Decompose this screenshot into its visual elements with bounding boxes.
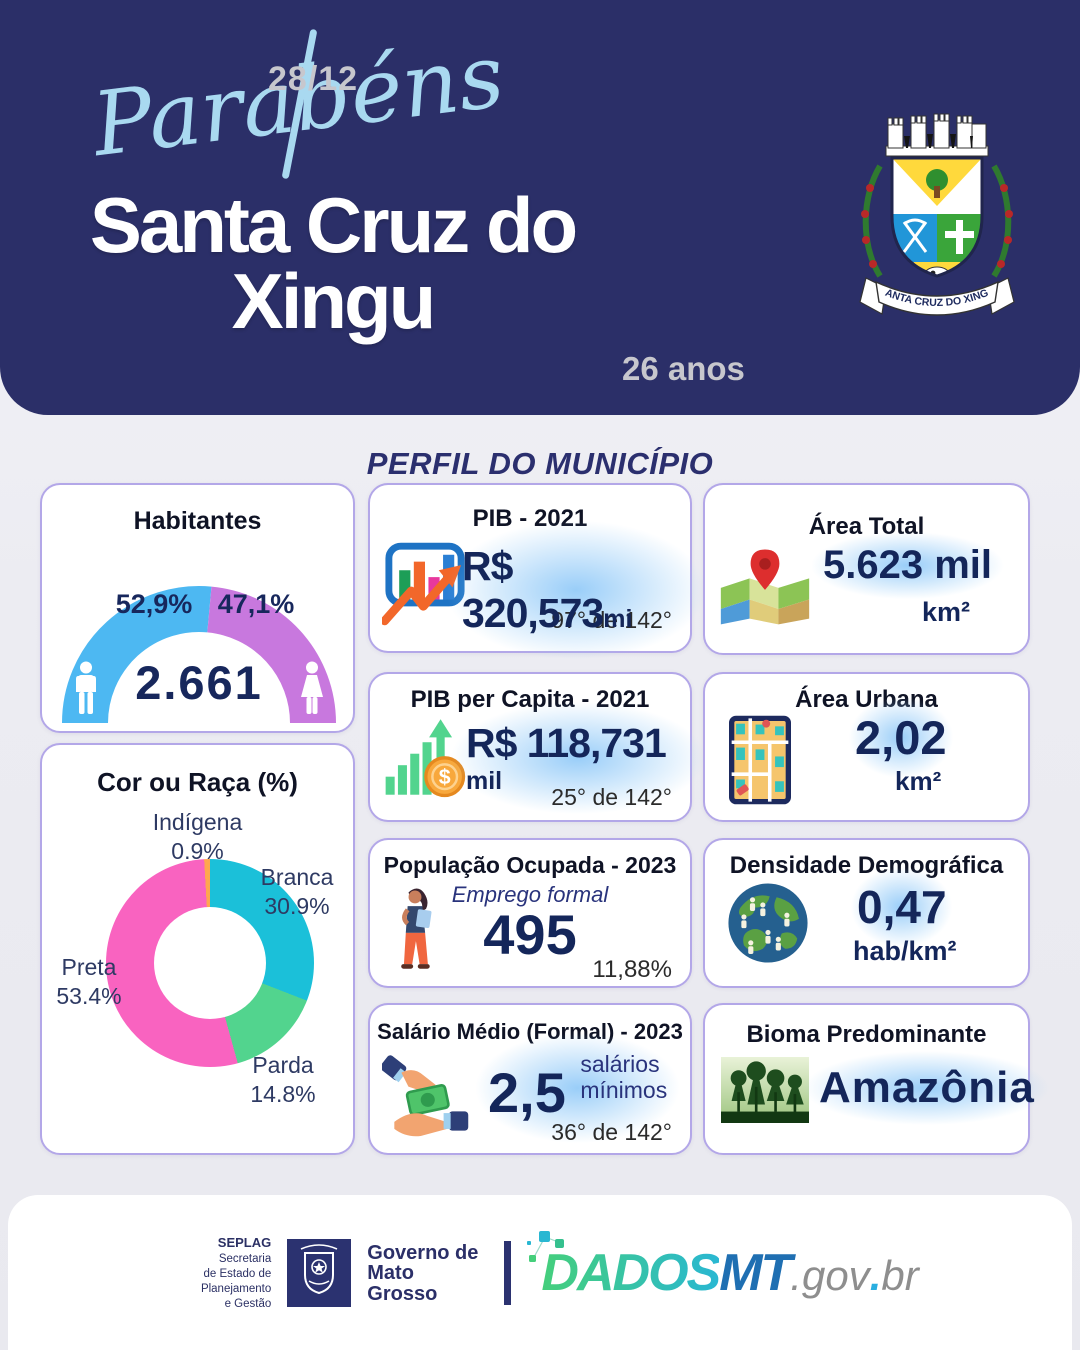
worker-woman-icon: [401, 888, 432, 969]
capita-unit: mil: [466, 767, 503, 795]
bioma-title: Bioma Predominante: [746, 1021, 987, 1048]
card-populacao-ocupada: População Ocupada - 2023 Emprego formal …: [368, 838, 692, 988]
municipality-name: Santa Cruz do Xingu: [5, 186, 660, 340]
card-bioma: Bioma Predominante Amazônia: [703, 1003, 1057, 1155]
densidade-value-row: 0,47: [848, 864, 955, 950]
pixel-network-icon: [527, 1231, 565, 1263]
female-icon: [301, 661, 323, 714]
seplag-text: SEPLAG Secretaria de Estado de Planejame…: [200, 1235, 272, 1310]
mato-grosso-crest-icon: [287, 1239, 352, 1308]
card-habitantes: Habitantes 52,9% 47,1% 2.661: [40, 483, 355, 733]
salario-value: 2,5: [488, 1061, 566, 1125]
total-population: 2.661: [135, 656, 263, 709]
raca-title: Cor ou Raça (%): [97, 767, 298, 797]
label-indigena: Indígena 0.9%: [152, 809, 243, 864]
areatotal-value-row: 5.623 mil: [806, 530, 1009, 601]
race-donut-chart: [106, 859, 314, 1067]
pop-title: População Ocupada - 2023: [383, 852, 677, 878]
pib-unit: mi: [603, 605, 633, 633]
anniversary-age: 26 anos: [622, 350, 745, 387]
governo-mato-grosso-text: Governo de Mato Grosso: [367, 1241, 479, 1305]
page-title: PERFIL DO MUNICÍPIO: [366, 446, 714, 481]
pib-value: R$ 320,573: [462, 543, 604, 636]
label-branca: Branca 30.9%: [260, 864, 334, 919]
forest-icon: [721, 1057, 809, 1123]
salario-value-row: 2,5 salários mínimos: [470, 1030, 686, 1147]
hand-money-icon: [382, 1055, 469, 1137]
capita-value-row: R$ 118,731 mil: [443, 698, 713, 818]
footer-divider: [504, 1241, 512, 1306]
footer: SEPLAG Secretaria de Estado de Planejame…: [8, 1195, 1072, 1350]
hero-header: Parabéns 28/12 Santa Cruz do Xingu 26 an…: [0, 0, 1080, 415]
population-gauge-chart: 52,9% 47,1% 2.661: [59, 583, 339, 724]
card-area-total: Área Total 5.623 mil km²: [703, 483, 1030, 655]
bioma-value: Amazônia: [819, 1063, 1035, 1112]
card-pib-per-capita: PIB per Capita - 2021 $ R$ 118,731 mil 2…: [368, 672, 713, 822]
municipality-line2: Xingu: [231, 256, 437, 345]
salario-rank: 36° de 142°: [551, 1119, 672, 1145]
pop-value: 495: [483, 903, 577, 966]
label-parda: Parda 14.8%: [250, 1052, 316, 1107]
pop-subtitle: Emprego formal: [451, 882, 609, 907]
map-pin-icon: [720, 549, 810, 625]
pop-share: 11,88%: [592, 956, 672, 983]
male-percentage: 52,9%: [115, 589, 193, 619]
salario-unit: salários mínimos: [580, 1051, 668, 1104]
anniversary-date: 28/12: [268, 60, 359, 98]
label-preta: Preta 53.4%: [56, 954, 122, 1009]
globe-people-icon: [728, 883, 808, 963]
pib-rank: 97° de 142°: [551, 607, 672, 633]
areaurbana-value: 2,02: [855, 711, 947, 764]
card-pib: PIB - 2021 R$ 320,573mi 97° de 142°: [368, 483, 713, 664]
habitantes-title: Habitantes: [133, 507, 262, 535]
card-salario-medio: Salário Médio (Formal) - 2023 2,5 salári…: [368, 1003, 692, 1155]
densidade-unit: hab/km²: [853, 936, 957, 966]
female-percentage: 47,1%: [217, 589, 295, 619]
card-densidade: Densidade Demográfica 0,47 hab/km²: [703, 838, 1030, 988]
bioma-value-row: Amazônia: [797, 1049, 1057, 1127]
city-map-icon: [729, 715, 791, 805]
card-cor-ou-raca: Cor ou Raça (%) Indígena 0.9% Branca 30.…: [40, 743, 355, 1155]
pib-value-row: R$ 320,573mi: [439, 516, 713, 664]
areatotal-value: 5.623 mil: [823, 543, 993, 587]
card-area-urbana: Área Urbana 2,02 km²: [703, 672, 1030, 822]
municipality-line1: Santa Cruz do: [89, 181, 578, 269]
areatotal-unit: km²: [921, 597, 970, 627]
greeting-script: Parabéns: [87, 23, 510, 177]
areaurbana-value-row: 2,02: [845, 694, 957, 781]
dadosmt-logo: DADOSMT.gov.br: [527, 1231, 919, 1303]
densidade-value: 0,47: [857, 881, 947, 933]
capita-value: R$ 118,731: [466, 720, 667, 766]
areaurbana-unit: km²: [895, 766, 942, 796]
coat-of-arms-icon: SANTA CRUZ DO XINGU: [852, 92, 1015, 316]
pop-value-row: 495: [370, 902, 690, 967]
capita-rank: 25° de 142°: [551, 784, 672, 810]
male-icon: [76, 661, 96, 714]
